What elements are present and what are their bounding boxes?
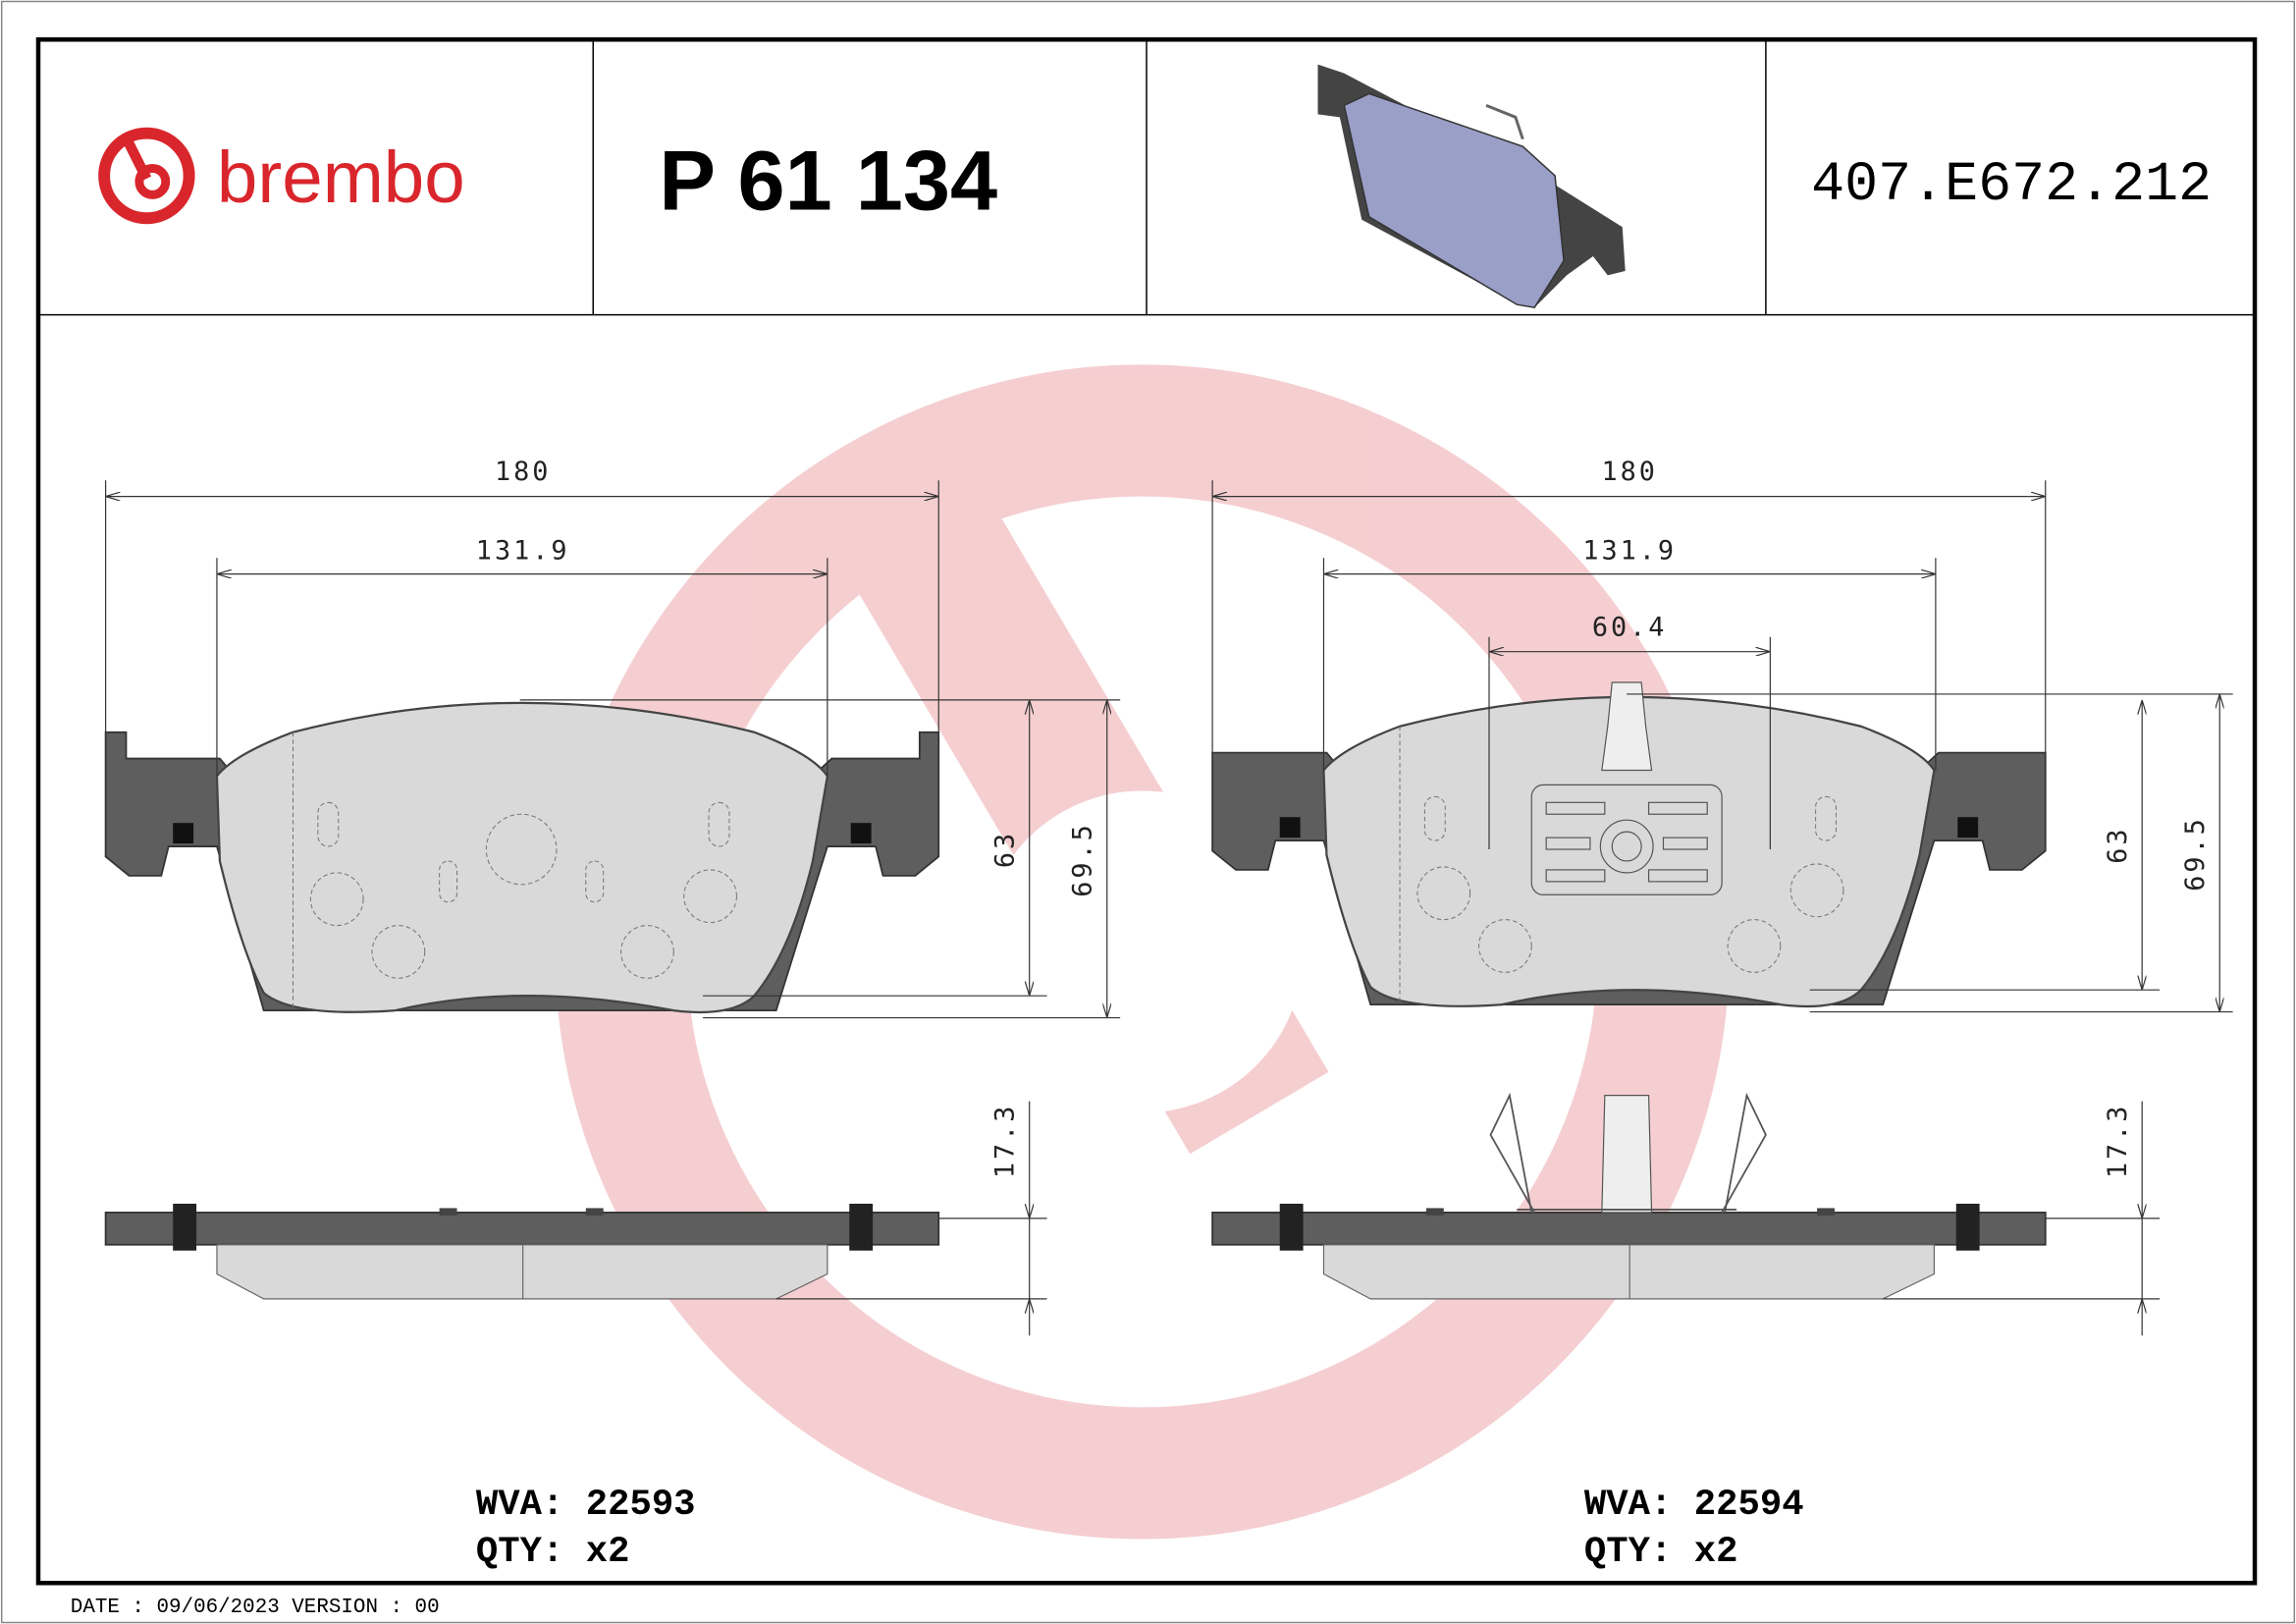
dim-sensor-spacing: 60.4: [1592, 612, 1668, 642]
dim-width-friction: 131.9: [476, 536, 570, 567]
brand-name: brembo: [217, 135, 465, 218]
part-number: P 61 134: [659, 134, 997, 228]
dim-height-total: 69.5: [1067, 822, 1097, 897]
watermark-center: [981, 790, 1304, 1113]
right-wva: WVA: 22594: [1584, 1485, 1804, 1526]
left-pad-dimensions: 180 131.9 63 69.5 17.3: [105, 457, 1121, 1336]
date-version: DATE : 09/06/2023 VERSION : 00: [71, 1597, 440, 1619]
dim-width-total: 180: [495, 457, 551, 487]
right-qty: QTY: x2: [1584, 1532, 1738, 1573]
left-qty: QTY: x2: [476, 1532, 630, 1573]
left-wva: WVA: 22593: [476, 1485, 696, 1526]
pad-preview-image: [1317, 64, 1626, 309]
left-pad-side-view: [104, 1203, 940, 1300]
dim-width-total: 180: [1601, 457, 1657, 487]
reference-code: 407.E672.212: [1811, 154, 2212, 217]
right-pad-side-view: [1211, 1092, 2047, 1300]
spring-clip: [1489, 1092, 1767, 1214]
dim-height-friction: 63: [989, 831, 1020, 868]
right-pad-front-view: [1211, 681, 2047, 1008]
dim-height-friction: 63: [2103, 826, 2133, 863]
brembo-logo: brembo: [98, 127, 465, 225]
right-pad-dimensions: 180 131.9 60.4 63 69.5 17.3: [1211, 457, 2233, 1336]
dim-thickness: 17.3: [2103, 1104, 2133, 1179]
dim-width-friction: 131.9: [1582, 536, 1677, 567]
brembo-logo-icon: [98, 127, 195, 225]
dim-height-total: 69.5: [2180, 816, 2211, 892]
dim-thickness: 17.3: [989, 1104, 1020, 1179]
wear-sensor-clip: [1530, 681, 1723, 895]
left-pad-front-view: [104, 701, 940, 1013]
